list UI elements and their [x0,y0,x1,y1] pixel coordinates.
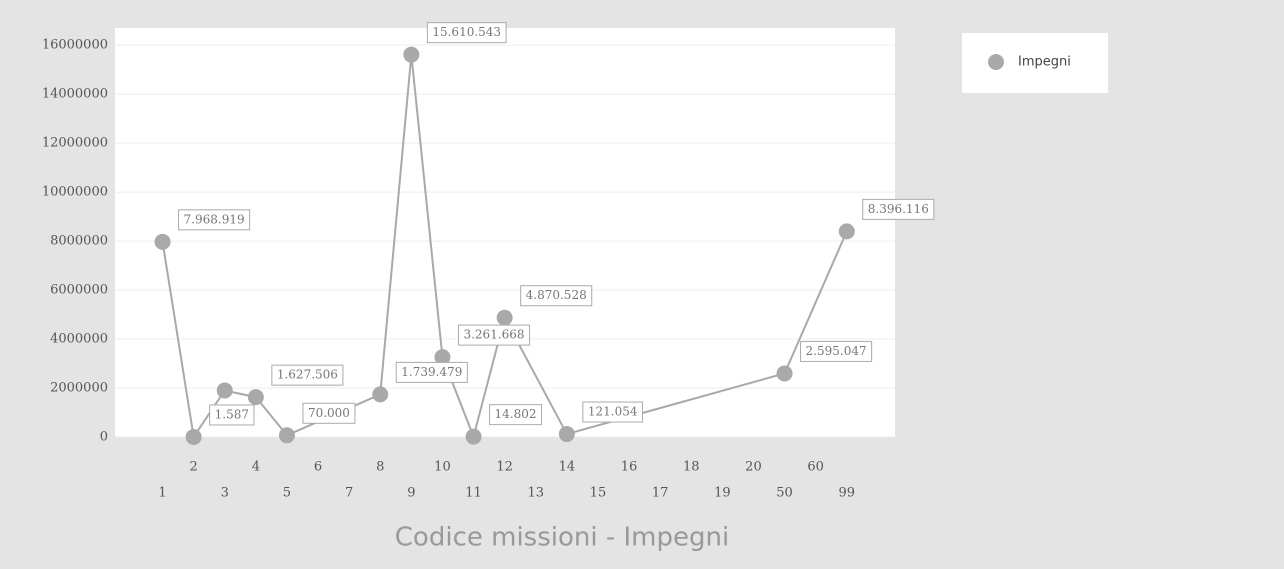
value-label-box [178,209,251,231]
x-tick-label: 3 [221,486,229,501]
y-tick-label: 10000000 [42,185,108,200]
value-label-box [457,324,531,346]
line-segment [379,54,413,395]
x-tick-label: 13 [527,486,544,501]
point [185,428,202,445]
legend-box [962,33,1108,93]
x-tick-label: 6 [314,460,322,475]
chart-title: Codice missioni - Impegni [395,523,729,553]
legend-marker [988,54,1004,70]
y-tick-label: 2000000 [50,381,108,396]
x-tick-label: 19 [714,486,731,501]
x-tick-label: 7 [345,486,353,501]
point [838,223,855,240]
value-label: 1.739.479 [401,365,462,379]
line-segment [566,372,785,435]
x-tick-label: 11 [465,486,482,501]
y-tick-label: 14000000 [42,87,108,102]
value-label-box [395,361,468,383]
value-label: 2.595.047 [806,344,867,358]
point [278,427,295,444]
value-label: 8.396.116 [868,202,929,216]
point [372,386,389,403]
x-tick-label: 50 [776,486,793,501]
value-label-box [489,404,543,426]
x-tick-label: 20 [745,460,762,475]
point [434,349,451,366]
point [403,46,420,63]
value-label: 14.802 [495,407,537,421]
x-tick-label: 10 [434,460,451,475]
value-label-box [426,22,507,44]
legend-label: Impegni [1018,55,1071,70]
value-label: 3.261.668 [463,328,524,342]
plot-area [115,28,895,437]
x-tick-label: 8 [376,460,384,475]
point [465,428,482,445]
value-label-box [862,198,935,220]
x-tick-label: 2 [190,460,198,475]
value-label-box [302,402,356,424]
line-segment [161,241,195,438]
value-label: 121.054 [588,405,638,419]
y-tick-label: 4000000 [50,332,108,347]
value-label: 1.587 [215,407,249,421]
value-label-box [800,340,873,362]
x-tick-label: 18 [683,460,700,475]
point [496,309,513,326]
y-tick-label: 12000000 [42,136,108,151]
value-label: 70.000 [308,406,350,420]
y-tick-label: 6000000 [50,283,108,298]
y-tick-label: 0 [100,430,108,445]
value-label: 15.610.543 [432,25,501,39]
value-label-box [582,401,643,423]
y-tick-label: 8000000 [50,234,108,249]
x-tick-label: 99 [838,486,855,501]
x-tick-label: 1 [158,486,166,501]
value-label-box [209,404,255,426]
x-tick-label: 15 [590,486,607,501]
x-tick-label: 14 [559,460,576,475]
line-segment [410,54,444,358]
x-tick-label: 4 [252,460,260,475]
value-label: 1.627.506 [277,368,338,382]
x-tick-label: 60 [807,460,824,475]
point [776,365,793,382]
point [247,389,264,406]
value-label-box [520,285,593,307]
value-label: 7.968.919 [184,212,245,226]
x-tick-label: 5 [283,486,291,501]
line-segment [783,230,848,374]
y-tick-label: 16000000 [42,38,108,53]
value-label: 4.870.528 [526,288,587,302]
line-segment [255,396,288,436]
point [154,233,171,250]
x-tick-label: 9 [407,486,415,501]
value-label-box [271,364,344,386]
x-tick-label: 16 [621,460,638,475]
x-tick-label: 12 [496,460,513,475]
x-tick-label: 17 [652,486,669,501]
point [558,426,575,443]
point [216,382,233,399]
